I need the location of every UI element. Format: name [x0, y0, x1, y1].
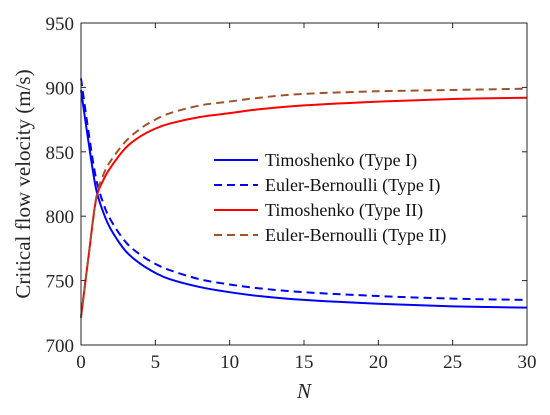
x-tick-label: 0 — [76, 352, 86, 373]
y-tick-label: 750 — [46, 272, 75, 293]
y-tick-label: 800 — [46, 207, 75, 228]
y-tick-label: 700 — [46, 336, 75, 357]
series-line-3 — [80, 96, 528, 317]
x-tick-label: 10 — [220, 352, 239, 373]
legend-label-3: Timoshenko (Type II) — [265, 200, 423, 221]
series-line-4 — [80, 87, 528, 319]
series-layer — [80, 78, 528, 319]
x-tick-label: 30 — [518, 352, 537, 373]
x-tick-label: 25 — [443, 352, 462, 373]
y-tick-label: 850 — [46, 143, 75, 164]
legend-label-1: Timoshenko (Type I) — [265, 150, 417, 171]
x-axis-title: N — [296, 379, 312, 403]
x-tick-label: 15 — [295, 352, 314, 373]
series-line-1 — [80, 89, 528, 309]
x-tick-label: 5 — [151, 352, 161, 373]
y-tick-label: 950 — [46, 14, 75, 35]
legend-label-4: Euler-Bernoulli (Type II) — [265, 225, 446, 246]
y-axis-title: Critical flow velocity (m/s) — [11, 69, 35, 298]
legend-label-2: Euler-Bernoulli (Type I) — [265, 175, 440, 196]
plot-area — [81, 23, 527, 345]
legend: Timoshenko (Type I) Euler-Bernoulli (Type… — [214, 150, 446, 246]
y-tick-label: 900 — [46, 78, 75, 99]
axes-layer: 0 5 10 15 20 25 30 700 750 800 850 900 950 — [46, 14, 537, 373]
x-tick-label: 20 — [369, 352, 388, 373]
